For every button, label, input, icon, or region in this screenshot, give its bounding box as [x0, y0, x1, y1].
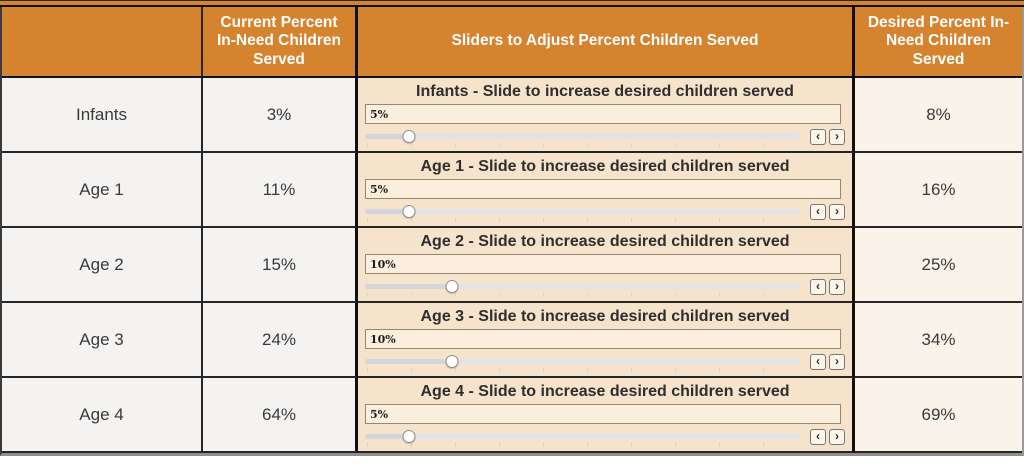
slider-track-age4[interactable] [365, 428, 800, 447]
slider-row: ‹ › [364, 128, 846, 147]
slider-track-infants[interactable] [365, 128, 800, 147]
bottom-spacer [0, 456, 1024, 461]
desired-value-age3: 34% [855, 303, 1022, 378]
slider-tick-marks [367, 293, 798, 297]
row-label-age4: Age 4 [2, 378, 203, 453]
slider-increment-button-age2[interactable]: › [829, 278, 845, 295]
slider-title-infants: Infants - Slide to increase desired chil… [416, 83, 794, 100]
slider-cell-age1: Age 1 - Slide to increase desired childr… [358, 153, 855, 228]
row-label-age3: Age 3 [2, 303, 203, 378]
current-value-age1: 11% [203, 153, 358, 228]
slider-track-fill [365, 284, 452, 289]
slider-title-age4: Age 4 - Slide to increase desired childr… [420, 383, 790, 400]
desired-value-age2: 25% [855, 228, 1022, 303]
slider-tick-marks [367, 143, 798, 147]
current-value-age3: 24% [203, 303, 358, 378]
slider-increment-button-age1[interactable]: › [829, 203, 845, 220]
header-current-percent: Current Percent In-Need Children Served [203, 7, 358, 78]
slider-decrement-button-age4[interactable]: ‹ [810, 428, 826, 445]
slider-cell-age3: Age 3 - Slide to increase desired childr… [358, 303, 855, 378]
slider-track-fill [365, 134, 409, 139]
slider-value-input-age4[interactable] [365, 404, 841, 424]
slider-track-fill [365, 209, 409, 214]
slider-cell-age4: Age 4 - Slide to increase desired childr… [358, 378, 855, 453]
slider-handle-age1[interactable] [402, 205, 415, 218]
slider-handle-age3[interactable] [445, 355, 459, 368]
current-value-infants: 3% [203, 78, 358, 153]
current-value-age2: 15% [203, 228, 358, 303]
slider-track-age3[interactable] [365, 353, 800, 372]
slider-cell-age2: Age 2 - Slide to increase desired childr… [358, 228, 855, 303]
desired-value-infants: 8% [855, 78, 1022, 153]
slider-track-bar [365, 359, 800, 364]
slider-decrement-button-infants[interactable]: ‹ [810, 128, 826, 145]
slider-value-input-age1[interactable] [365, 179, 841, 199]
children-served-table: Current Percent In-Need Children Served … [0, 7, 1024, 456]
row-label-age1: Age 1 [2, 153, 203, 228]
slider-increment-button-infants[interactable]: › [829, 128, 845, 145]
slider-track-bar [365, 284, 800, 289]
header-blank-cell [2, 7, 203, 78]
slider-cell-infants: Infants - Slide to increase desired chil… [358, 78, 855, 153]
slider-track-age2[interactable] [365, 278, 800, 297]
slider-track-age1[interactable] [365, 203, 800, 222]
slider-value-input-age2[interactable] [365, 254, 841, 274]
slider-title-age2: Age 2 - Slide to increase desired childr… [420, 233, 790, 250]
header-desired-percent: Desired Percent In-Need Children Served [855, 7, 1022, 78]
slider-decrement-button-age2[interactable]: ‹ [810, 278, 826, 295]
slider-handle-age4[interactable] [402, 430, 415, 443]
slider-row: ‹ › [364, 428, 846, 447]
slider-tick-marks [367, 368, 798, 372]
slider-increment-button-age3[interactable]: › [829, 353, 845, 370]
slider-track-bar [365, 209, 800, 214]
slider-tick-marks [367, 218, 798, 222]
slider-row: ‹ › [364, 203, 846, 222]
slider-value-input-age3[interactable] [365, 329, 841, 349]
slider-handle-age2[interactable] [445, 280, 459, 293]
slider-increment-button-age4[interactable]: › [829, 428, 845, 445]
desired-value-age1: 16% [855, 153, 1022, 228]
slider-handle-infants[interactable] [402, 130, 415, 143]
row-label-age2: Age 2 [2, 228, 203, 303]
slider-track-bar [365, 134, 800, 139]
slider-track-bar [365, 434, 800, 439]
slider-track-fill [365, 359, 452, 364]
slider-decrement-button-age1[interactable]: ‹ [810, 203, 826, 220]
top-orange-band [0, 0, 1024, 7]
slider-title-age1: Age 1 - Slide to increase desired childr… [420, 158, 790, 175]
current-value-age4: 64% [203, 378, 358, 453]
header-sliders: Sliders to Adjust Percent Children Serve… [358, 7, 855, 78]
slider-row: ‹ › [364, 353, 846, 372]
row-label-infants: Infants [2, 78, 203, 153]
slider-tick-marks [367, 443, 798, 447]
slider-title-age3: Age 3 - Slide to increase desired childr… [420, 308, 790, 325]
slider-row: ‹ › [364, 278, 846, 297]
slider-decrement-button-age3[interactable]: ‹ [810, 353, 826, 370]
slider-value-input-infants[interactable] [365, 104, 841, 124]
slider-track-fill [365, 434, 409, 439]
desired-value-age4: 69% [855, 378, 1022, 453]
